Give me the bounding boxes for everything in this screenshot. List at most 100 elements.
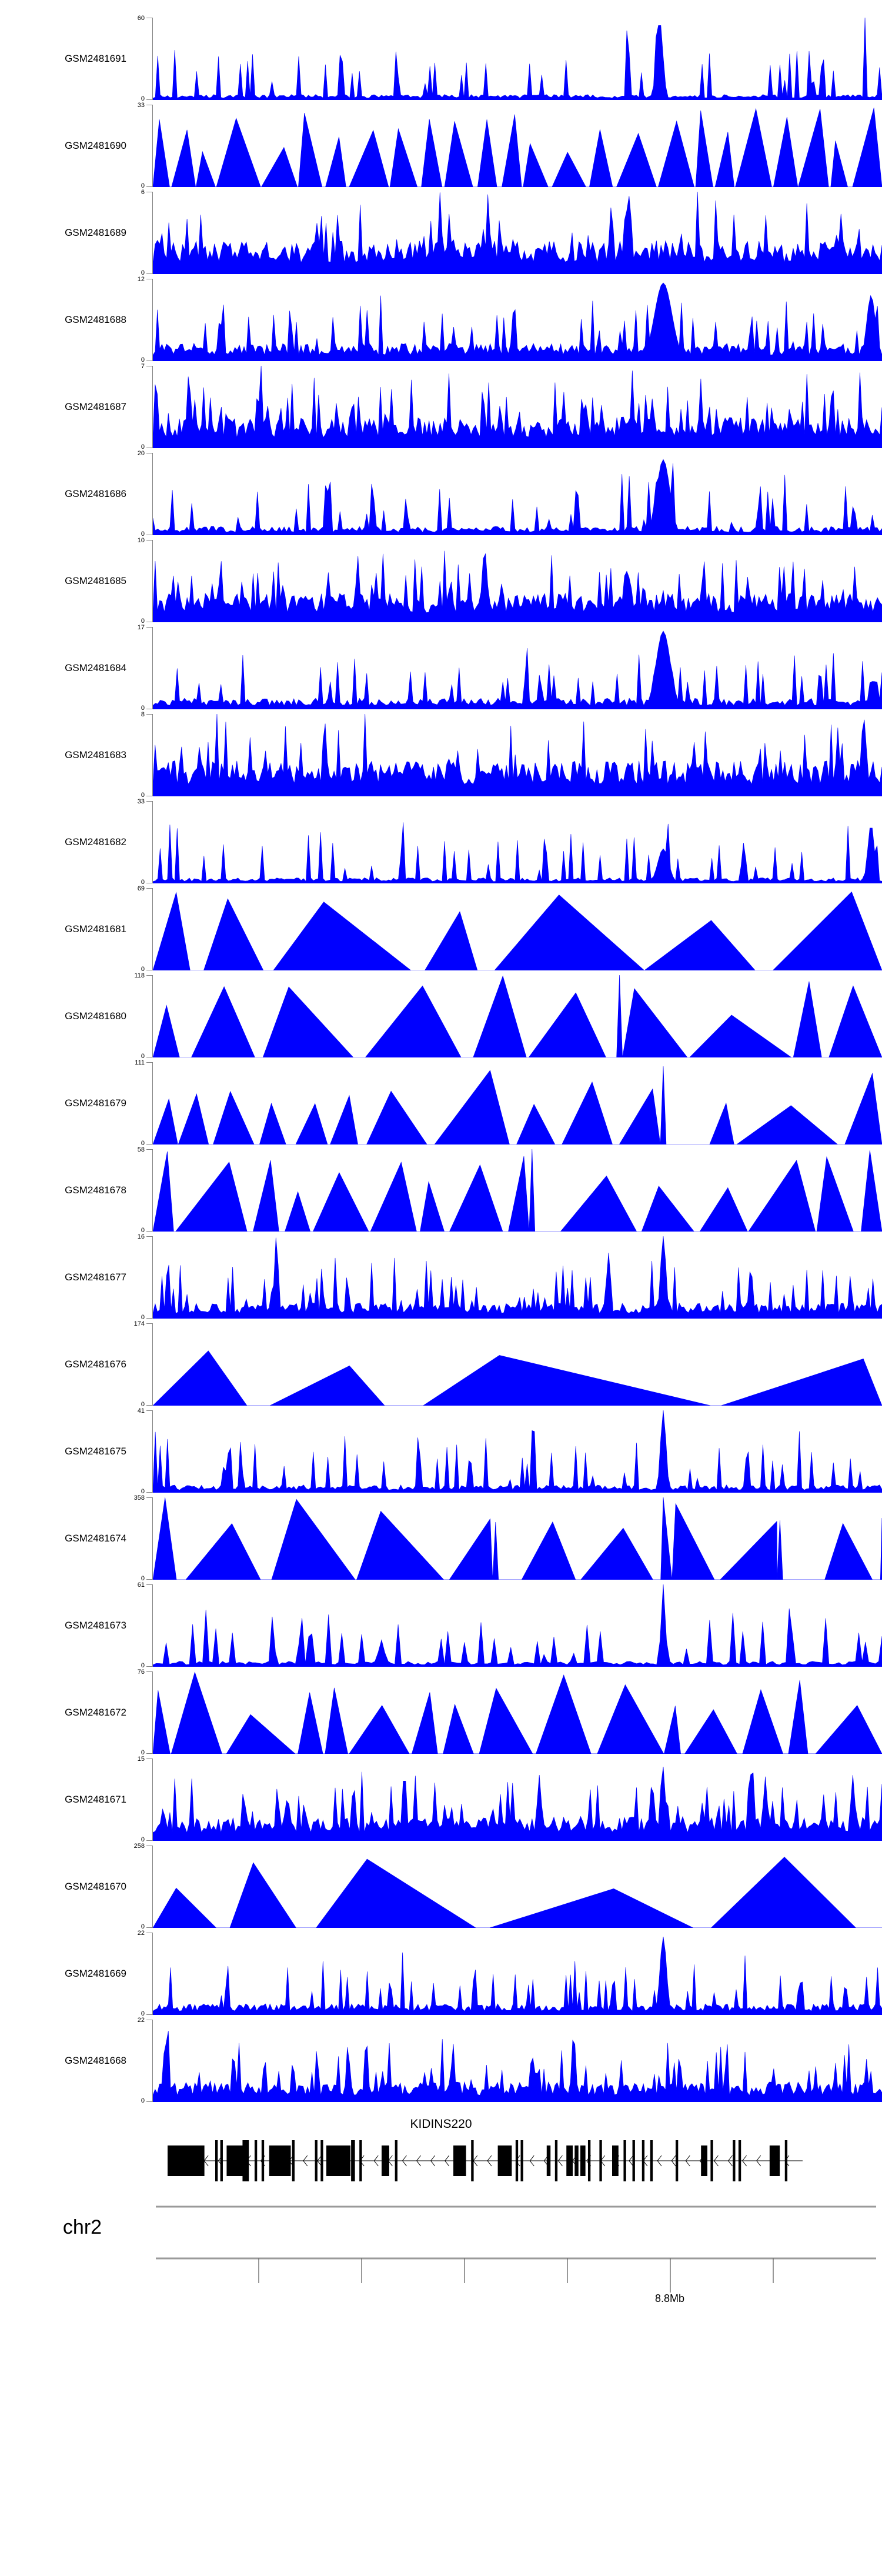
- chromosome-axis-svg: [156, 2200, 876, 2294]
- track-plot-area: [153, 1933, 882, 2015]
- coverage-track: GSM2481670 258 0: [0, 1843, 882, 1930]
- track-label-GSM2481675: GSM2481675: [65, 1446, 126, 1457]
- track-label-GSM2481674: GSM2481674: [65, 1533, 126, 1544]
- axis-line: [152, 714, 153, 796]
- axis-line: [152, 1323, 153, 1406]
- axis-max-label: 258: [133, 1843, 145, 1850]
- axis-max-label: 7: [141, 363, 145, 370]
- axis-line: [152, 1410, 153, 1493]
- axis-max-label: 6: [141, 189, 145, 196]
- track-label-GSM2481670: GSM2481670: [65, 1881, 126, 1892]
- coverage-track: GSM2481688 12 0: [0, 276, 882, 363]
- chromosome-label: chr2: [62, 2216, 102, 2238]
- axis-min-label: 0: [141, 1488, 145, 1495]
- axis-max-label: 69: [137, 885, 145, 892]
- track-label-GSM2481677: GSM2481677: [65, 1272, 126, 1283]
- axis-tick-bottom: [146, 1666, 153, 1667]
- axis-line: [152, 192, 153, 274]
- axis-max-label: 15: [137, 1756, 145, 1763]
- axis-line: [152, 1062, 153, 1144]
- coverage-track: GSM2481669 22 0: [0, 1930, 882, 2017]
- axis-min-label: 0: [141, 1662, 145, 1669]
- axis-min-label: 0: [141, 269, 145, 276]
- track-y-axis: 33 0: [138, 102, 153, 189]
- track-y-axis: 15 0: [138, 1756, 153, 1843]
- axis-max-label: 58: [137, 1146, 145, 1153]
- track-plot-area: [153, 1584, 882, 1667]
- coverage-track: GSM2481689 6 0: [0, 189, 882, 276]
- axis-line: [152, 1759, 153, 1841]
- axis-max-label: 111: [135, 1059, 145, 1066]
- axis-min-label: 0: [141, 530, 145, 538]
- track-label-GSM2481673: GSM2481673: [65, 1620, 126, 1631]
- track-y-axis: 76 0: [138, 1669, 153, 1756]
- axis-line: [152, 2020, 153, 2102]
- axis-min-label: 0: [141, 792, 145, 799]
- track-y-axis: 174 0: [134, 1321, 153, 1408]
- axis-line: [152, 627, 153, 709]
- track-plot-area: [153, 1671, 882, 1754]
- axis-min-label: 0: [141, 1227, 145, 1234]
- gene-model-svg: [168, 2134, 803, 2188]
- track-label-GSM2481690: GSM2481690: [65, 140, 126, 151]
- axis-min-label: 0: [141, 879, 145, 886]
- track-y-axis: 111 0: [135, 1060, 153, 1147]
- track-label-GSM2481684: GSM2481684: [65, 662, 126, 673]
- axis-max-label: 76: [137, 1669, 145, 1676]
- axis-max-label: 61: [137, 1581, 145, 1589]
- track-plot-area: [153, 1497, 882, 1580]
- coverage-track: GSM2481675 41 0: [0, 1408, 882, 1495]
- track-y-axis: 118 0: [134, 973, 153, 1060]
- axis-min-label: 0: [141, 182, 145, 189]
- axis-min-label: 0: [141, 443, 145, 451]
- axis-tick-top: [146, 627, 153, 628]
- track-plot-area: [153, 1323, 882, 1406]
- track-label-GSM2481687: GSM2481687: [65, 401, 126, 412]
- axis-line: [152, 1584, 153, 1667]
- axis-line: [152, 1497, 153, 1580]
- axis-line: [152, 888, 153, 970]
- axis-tick-top: [146, 1410, 153, 1412]
- axis-min-label: 0: [141, 618, 145, 625]
- axis-max-label: 358: [133, 1494, 145, 1501]
- axis-tick-top: [146, 1062, 153, 1063]
- axis-max-label: 12: [137, 276, 145, 283]
- track-y-axis: 258 0: [134, 1843, 153, 1930]
- axis-tick-top: [146, 888, 153, 889]
- coverage-tracks-container: GSM2481691 60 0 GSM2481690 33 0 GSM2481689 6 0 GS…: [0, 15, 882, 2104]
- track-plot-area: [153, 1759, 882, 1841]
- axis-tick-bottom: [146, 1840, 153, 1841]
- axis-tick-bottom: [146, 1404, 153, 1406]
- track-label-GSM2481683: GSM2481683: [65, 749, 126, 760]
- axis-max-label: 60: [137, 15, 145, 22]
- axis-tick-label: 8.8Mb: [655, 2293, 685, 2304]
- track-label-GSM2481688: GSM2481688: [65, 314, 126, 325]
- coverage-track: GSM2481682 33 0: [0, 799, 882, 886]
- coverage-track: GSM2481676 174 0: [0, 1321, 882, 1408]
- axis-min-label: 0: [141, 1575, 145, 1582]
- axis-tick-bottom: [146, 1230, 153, 1232]
- axis-tick-top: [146, 714, 153, 715]
- track-y-axis: 358 0: [134, 1495, 153, 1582]
- track-label-GSM2481685: GSM2481685: [65, 575, 126, 586]
- axis-line: [152, 1933, 153, 2015]
- axis-tick-top: [146, 1497, 153, 1499]
- axis-tick-bottom: [146, 2101, 153, 2102]
- axis-max-label: 33: [137, 798, 145, 805]
- axis-min-label: 0: [141, 95, 145, 102]
- axis-min-label: 0: [141, 1053, 145, 1060]
- axis-line: [152, 1846, 153, 1928]
- chromosome-axis-region: chr2 8.8Mb: [0, 2200, 882, 2305]
- track-plot-area: [153, 18, 882, 100]
- axis-tick-top: [146, 975, 153, 976]
- axis-min-label: 0: [141, 1923, 145, 1930]
- track-y-axis: 22 0: [138, 2017, 153, 2104]
- track-plot-area: [153, 975, 882, 1057]
- axis-tick-bottom: [146, 1317, 153, 1319]
- axis-max-label: 17: [137, 624, 145, 631]
- axis-tick-top: [146, 1584, 153, 1586]
- track-label-GSM2481682: GSM2481682: [65, 836, 126, 847]
